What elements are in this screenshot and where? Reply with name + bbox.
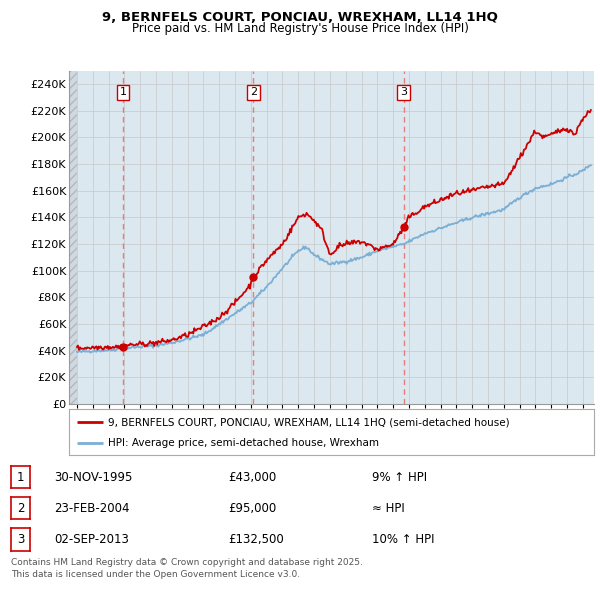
Text: 23-FEB-2004: 23-FEB-2004 — [54, 502, 130, 515]
Text: 3: 3 — [17, 533, 24, 546]
Text: 1: 1 — [119, 87, 127, 97]
Text: £132,500: £132,500 — [228, 533, 284, 546]
Text: £43,000: £43,000 — [228, 470, 276, 484]
Bar — [69, 71, 77, 404]
Text: 9, BERNFELS COURT, PONCIAU, WREXHAM, LL14 1HQ (semi-detached house): 9, BERNFELS COURT, PONCIAU, WREXHAM, LL1… — [109, 417, 510, 427]
Text: 02-SEP-2013: 02-SEP-2013 — [54, 533, 129, 546]
Text: 1: 1 — [17, 470, 24, 484]
Text: ≈ HPI: ≈ HPI — [372, 502, 405, 515]
Text: 2: 2 — [17, 502, 24, 515]
Text: 3: 3 — [400, 87, 407, 97]
Text: HPI: Average price, semi-detached house, Wrexham: HPI: Average price, semi-detached house,… — [109, 438, 379, 448]
Text: 9, BERNFELS COURT, PONCIAU, WREXHAM, LL14 1HQ: 9, BERNFELS COURT, PONCIAU, WREXHAM, LL1… — [102, 11, 498, 24]
Text: 2: 2 — [250, 87, 257, 97]
Text: 10% ↑ HPI: 10% ↑ HPI — [372, 533, 434, 546]
Text: 9% ↑ HPI: 9% ↑ HPI — [372, 470, 427, 484]
Text: Contains HM Land Registry data © Crown copyright and database right 2025.
This d: Contains HM Land Registry data © Crown c… — [11, 558, 362, 579]
Text: 30-NOV-1995: 30-NOV-1995 — [54, 470, 133, 484]
Text: Price paid vs. HM Land Registry's House Price Index (HPI): Price paid vs. HM Land Registry's House … — [131, 22, 469, 35]
Text: £95,000: £95,000 — [228, 502, 276, 515]
